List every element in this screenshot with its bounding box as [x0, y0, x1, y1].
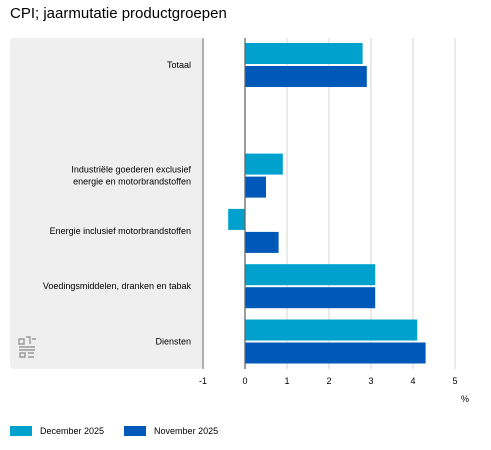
legend-swatch-december — [10, 426, 32, 436]
bar — [245, 342, 426, 364]
gridlines — [202, 38, 456, 369]
x-unit-label: % — [461, 394, 469, 404]
category-label: Industriële goederen exclusief energie en… — [71, 165, 191, 187]
x-tick-label: 5 — [452, 376, 457, 386]
legend: December 2025 November 2025 — [10, 426, 238, 436]
bar — [245, 287, 376, 309]
bar — [245, 176, 266, 198]
x-tick-label: 4 — [410, 376, 415, 386]
bar — [245, 43, 363, 64]
x-tick-label: 0 — [242, 376, 247, 386]
legend-item-november: November 2025 — [124, 426, 218, 436]
category-label: Diensten — [155, 337, 191, 347]
x-tick-labels: -1 0 1 2 3 4 5 — [199, 376, 458, 386]
category-labels: Totaal Industriële goederen exclusief ener… — [43, 60, 192, 347]
category-panel — [10, 38, 203, 369]
category-label: Voedingsmiddelen, dranken en tabak — [43, 281, 192, 291]
cbs-logo-icon — [18, 336, 36, 358]
bar — [228, 208, 245, 230]
category-label: Totaal — [167, 60, 191, 70]
bar — [245, 319, 418, 341]
category-label: Energie inclusief motorbrandstoffen — [50, 226, 191, 236]
bar — [245, 231, 279, 253]
legend-swatch-november — [124, 426, 147, 436]
x-tick-label: 1 — [284, 376, 289, 386]
bar — [245, 153, 283, 175]
x-tick-label: -1 — [199, 376, 207, 386]
legend-label-november: November 2025 — [154, 426, 219, 436]
legend-label-december: December 2025 — [40, 426, 105, 436]
bar — [245, 264, 376, 286]
bars — [228, 43, 426, 364]
legend-item-december: December 2025 — [10, 426, 104, 436]
x-tick-label: 3 — [368, 376, 373, 386]
x-tick-label: 2 — [326, 376, 331, 386]
chart-title: CPI; jaarmutatie productgroepen — [10, 5, 227, 22]
bar — [245, 66, 367, 87]
